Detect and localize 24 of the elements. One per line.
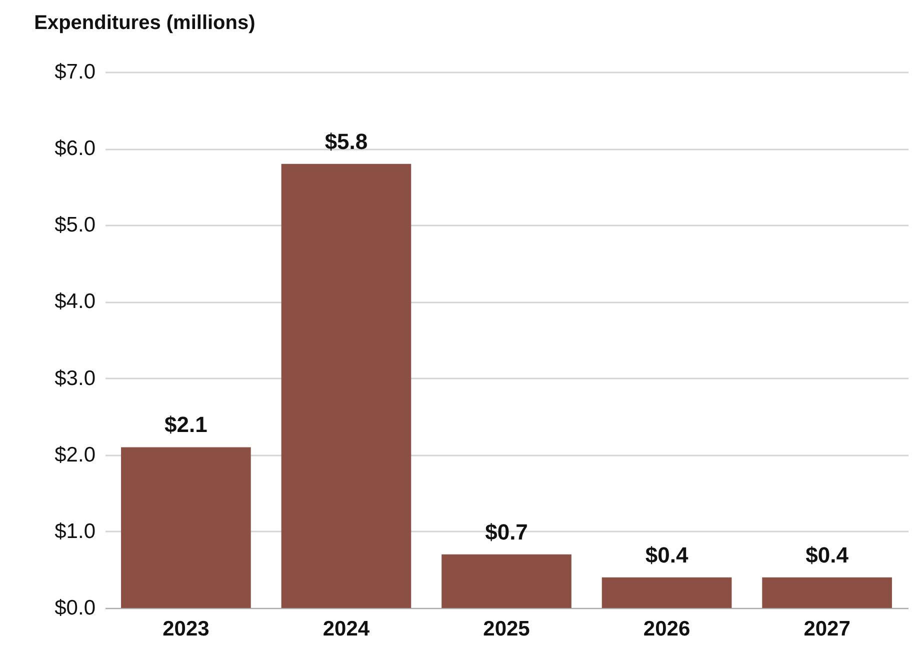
x-tick-label: 2025 (483, 618, 530, 640)
bar (442, 554, 572, 608)
y-tick-label: $3.0 (54, 366, 96, 390)
y-tick-label: $4.0 (54, 290, 96, 314)
chart-title: Expenditures (millions) (34, 12, 256, 34)
x-tick-label: 2027 (804, 618, 850, 640)
x-tick-label: 2026 (643, 618, 690, 640)
data-label: $0.4 (645, 542, 689, 568)
x-tick-label: 2023 (162, 618, 210, 640)
y-tick-label: $7.0 (54, 60, 96, 84)
y-tick-label: $0.0 (54, 596, 96, 620)
y-tick-label: $6.0 (54, 137, 96, 160)
data-label: $0.7 (485, 519, 528, 544)
bar (121, 447, 251, 608)
y-tick-label: $1.0 (54, 520, 96, 543)
x-tick-label: 2024 (322, 618, 370, 640)
data-label: $2.1 (164, 412, 208, 438)
bar (281, 164, 412, 608)
bar (762, 577, 892, 608)
data-label: $0.4 (806, 542, 850, 568)
y-tick-label: $5.0 (54, 214, 96, 237)
y-tick-label: $2.0 (54, 443, 96, 466)
bar (602, 577, 732, 608)
data-label: $5.8 (324, 128, 368, 154)
